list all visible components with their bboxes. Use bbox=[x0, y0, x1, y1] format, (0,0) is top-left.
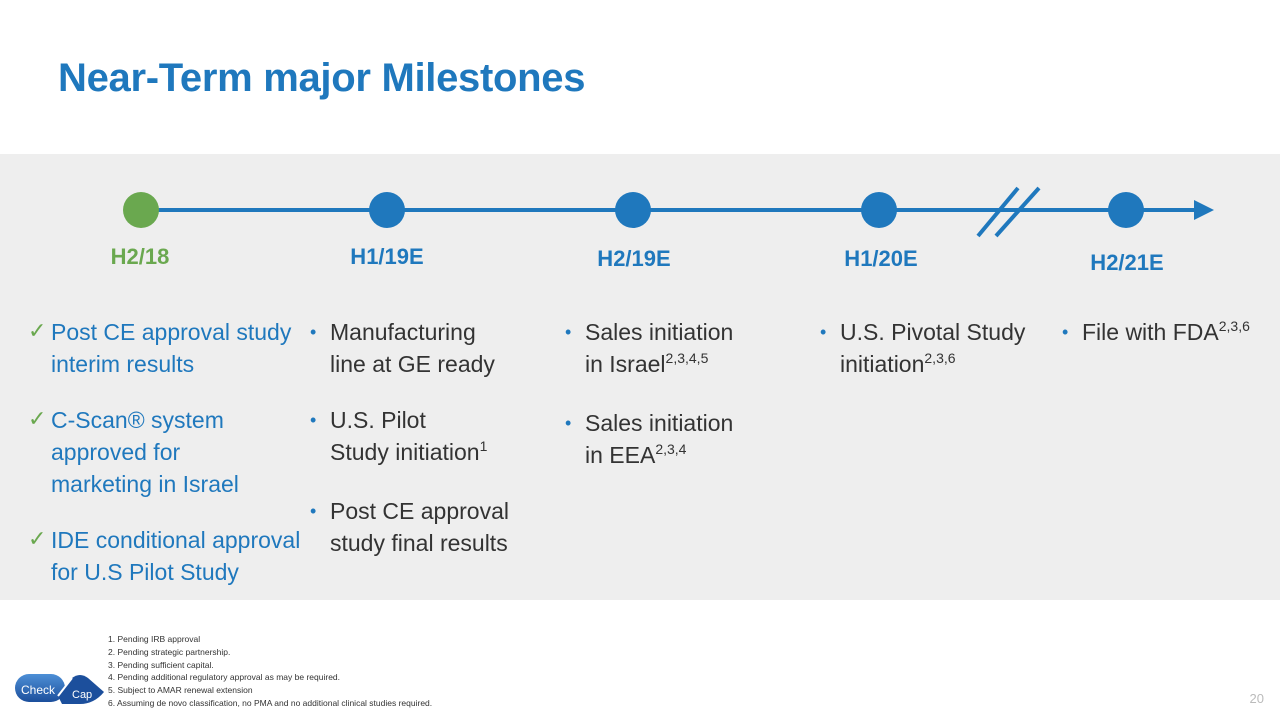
timeline bbox=[123, 186, 1214, 238]
bullet-icon: • bbox=[820, 322, 827, 342]
period-label-h2-19: H2/19E bbox=[597, 246, 671, 271]
bullet-icon: • bbox=[565, 322, 572, 342]
period-label-h2-21: H2/21E bbox=[1090, 250, 1164, 275]
bullet-icon: • bbox=[310, 501, 317, 521]
milestone-item: • File with FDA2,3,6 bbox=[1062, 316, 1274, 351]
milestone-item: ✓ IDE conditional approval for U.S Pilot… bbox=[28, 524, 323, 588]
footnote: 6. Assuming de novo classification, no P… bbox=[108, 697, 433, 708]
checkmark-icon: ✓ bbox=[28, 318, 47, 343]
milestones-h1-20: • U.S. Pivotal Study initiation2,3,6 bbox=[820, 316, 1050, 407]
milestone-item: ✓ C-Scan® system approved for marketing … bbox=[28, 404, 323, 500]
footnote-ref: 1 bbox=[479, 438, 488, 454]
page-number: 20 bbox=[1249, 691, 1264, 706]
checkmark-icon: ✓ bbox=[28, 526, 47, 551]
svg-text:Check: Check bbox=[21, 683, 56, 697]
period-label-h1-20: H1/20E bbox=[844, 246, 918, 271]
bullet-icon: • bbox=[1062, 322, 1069, 342]
footnote-ref: 2,3,4 bbox=[655, 441, 687, 457]
milestone-item: • Manufacturing line at GE ready bbox=[310, 316, 550, 380]
milestones-h1-19: • Manufacturing line at GE ready • U.S. … bbox=[310, 316, 550, 583]
footnote-ref: 2,3,6 bbox=[924, 350, 956, 366]
axis-break-mark bbox=[994, 186, 1041, 238]
milestones-h2-19: • Sales initiation in Israel2,3,4,5 • Sa… bbox=[565, 316, 795, 498]
checkcap-logo: Check Cap bbox=[15, 674, 104, 704]
milestone-dot-h2-19 bbox=[615, 192, 651, 228]
milestone-item: • Post CE approval study final results bbox=[310, 495, 550, 559]
milestones-h2-18: ✓ Post CE approval study interim results… bbox=[28, 316, 323, 612]
milestone-dot-h2-21 bbox=[1108, 192, 1144, 228]
milestone-dot-h2-18 bbox=[123, 192, 159, 228]
svg-text:Cap: Cap bbox=[72, 689, 92, 701]
footnote: 2. Pending strategic partnership. bbox=[108, 646, 231, 657]
footnote: 4. Pending additional regulatory approva… bbox=[108, 672, 341, 683]
milestone-item: • Sales initiation in Israel2,3,4,5 bbox=[565, 316, 795, 383]
period-label-h2-18: H2/18 bbox=[110, 244, 170, 269]
milestone-item: • U.S. Pilot Study initiation1 bbox=[310, 404, 550, 471]
milestone-dot-h1-19 bbox=[369, 192, 405, 228]
milestone-item: • U.S. Pivotal Study initiation2,3,6 bbox=[820, 316, 1050, 383]
footnote-ref: 2,3,6 bbox=[1218, 318, 1250, 334]
milestone-item: • Sales initiation in EEA2,3,4 bbox=[565, 407, 795, 474]
period-label-h1-19: H1/19E bbox=[350, 244, 424, 269]
bullet-icon: • bbox=[310, 322, 317, 342]
milestones-h2-21: • File with FDA2,3,6 bbox=[1062, 316, 1274, 375]
timeline-arrowhead bbox=[1194, 200, 1214, 220]
milestone-item: ✓ Post CE approval study interim results bbox=[28, 316, 323, 380]
footnote: 5. Subject to AMAR renewal extension bbox=[108, 685, 253, 696]
slide-title: Near-Term major Milestones bbox=[58, 56, 586, 100]
footnote: 1. Pending IRB approval bbox=[108, 634, 201, 644]
checkmark-icon: ✓ bbox=[28, 406, 47, 431]
footnote-ref: 2,3,4,5 bbox=[665, 350, 709, 366]
bullet-icon: • bbox=[565, 413, 572, 433]
milestone-dot-h1-20 bbox=[861, 192, 897, 228]
axis-break-mark bbox=[976, 186, 1020, 238]
footnote: 3. Pending sufficient capital. bbox=[108, 659, 214, 670]
timeline-band bbox=[0, 154, 1280, 600]
bullet-icon: • bbox=[310, 410, 317, 430]
footnotes: 1. Pending IRB approval 2. Pending strat… bbox=[108, 633, 432, 710]
